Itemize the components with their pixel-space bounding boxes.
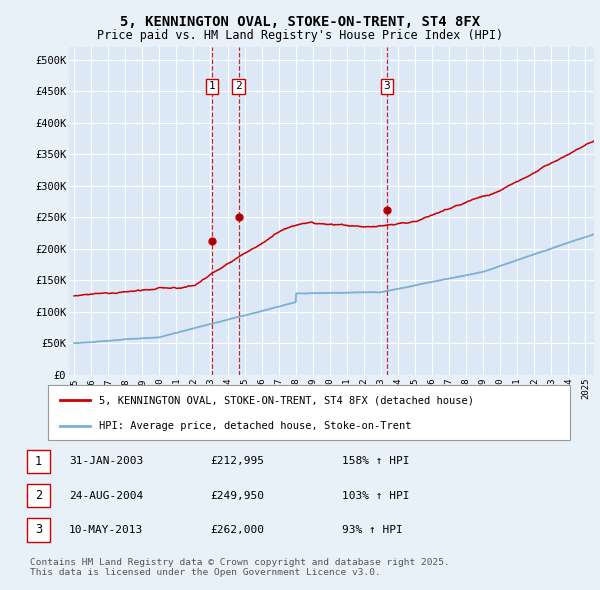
Text: 3: 3 [35, 523, 42, 536]
Bar [209, 47, 214, 375]
Text: £262,000: £262,000 [210, 525, 264, 535]
Text: 31-JAN-2003: 31-JAN-2003 [69, 457, 143, 466]
Text: 3: 3 [383, 81, 391, 91]
Text: 5, KENNINGTON OVAL, STOKE-ON-TRENT, ST4 8FX (detached house): 5, KENNINGTON OVAL, STOKE-ON-TRENT, ST4 … [99, 395, 474, 405]
Text: 158% ↑ HPI: 158% ↑ HPI [342, 457, 409, 466]
Text: £212,995: £212,995 [210, 457, 264, 466]
Text: 1: 1 [35, 455, 42, 468]
Bar [236, 47, 241, 375]
Text: 93% ↑ HPI: 93% ↑ HPI [342, 525, 403, 535]
Text: Price paid vs. HM Land Registry's House Price Index (HPI): Price paid vs. HM Land Registry's House … [97, 29, 503, 42]
Text: 2: 2 [35, 489, 42, 502]
Text: 10-MAY-2013: 10-MAY-2013 [69, 525, 143, 535]
Text: £249,950: £249,950 [210, 491, 264, 500]
Text: 1: 1 [208, 81, 215, 91]
Text: 24-AUG-2004: 24-AUG-2004 [69, 491, 143, 500]
Text: Contains HM Land Registry data © Crown copyright and database right 2025.
This d: Contains HM Land Registry data © Crown c… [30, 558, 450, 577]
Text: HPI: Average price, detached house, Stoke-on-Trent: HPI: Average price, detached house, Stok… [99, 421, 412, 431]
Text: 5, KENNINGTON OVAL, STOKE-ON-TRENT, ST4 8FX: 5, KENNINGTON OVAL, STOKE-ON-TRENT, ST4 … [120, 15, 480, 30]
Text: 103% ↑ HPI: 103% ↑ HPI [342, 491, 409, 500]
Text: 2: 2 [235, 81, 242, 91]
Bar [385, 47, 389, 375]
